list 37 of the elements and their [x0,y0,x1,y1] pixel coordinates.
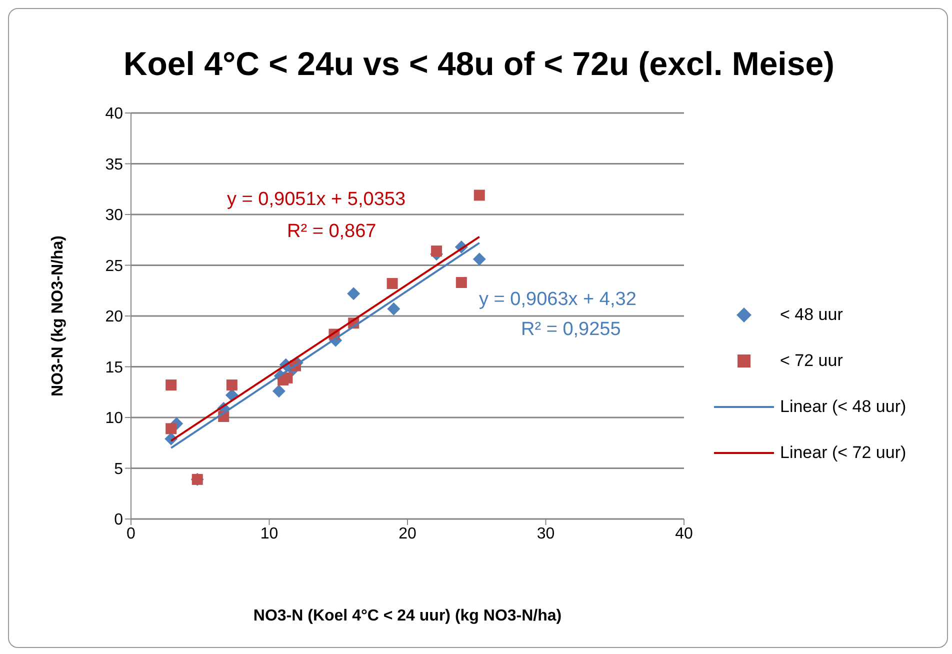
point [166,380,177,391]
x-tick-label: 20 [398,525,416,542]
point [347,287,360,300]
y-tick-label: 5 [114,460,124,478]
point [282,372,293,384]
y-tick-label: 20 [105,308,124,326]
annotation: y = 0,9051x + 5,0353 [227,189,406,211]
point [272,384,286,398]
point [166,423,177,434]
y-tick-label: 25 [105,258,124,275]
y-tick-label: 30 [105,207,124,224]
point [386,278,398,290]
y-tick-label: 35 [105,156,124,174]
point [226,380,238,391]
y-tick-label: 10 [105,410,124,428]
point [456,277,467,288]
y-tick-label: 15 [105,359,124,376]
x-tick-label: 0 [126,525,136,542]
x-axis-title: NO3-N (Koel 4°C < 24 uur) (kg NO3-N/ha) [253,607,562,624]
point [472,252,486,266]
y-tick-label: 0 [114,512,124,529]
legend-label: < 72 uur [780,351,843,371]
y-tick-label: 40 [105,106,124,123]
legend-label: < 48 uur [780,305,843,325]
point [474,190,485,201]
annotation: y = 0,9063x + 4,32 [479,289,636,311]
legend-label: Linear (< 72 uur) [780,443,906,463]
x-tick-label: 30 [536,525,555,542]
point [387,302,400,316]
x-tick-label: 10 [260,525,278,542]
chart-title: Koel 4°C < 24u vs < 48u of < 72u (excl. Meise) [122,45,836,83]
legend-label: Linear (< 48 uur) [780,397,906,417]
annotation: R² = 0,9255 [521,319,621,341]
annotation: R² = 0,867 [287,221,376,243]
point [431,246,442,257]
x-tick-label: 40 [675,525,693,542]
y-axis-title: NO3-N (kg NO3-N/ha) [50,236,67,396]
